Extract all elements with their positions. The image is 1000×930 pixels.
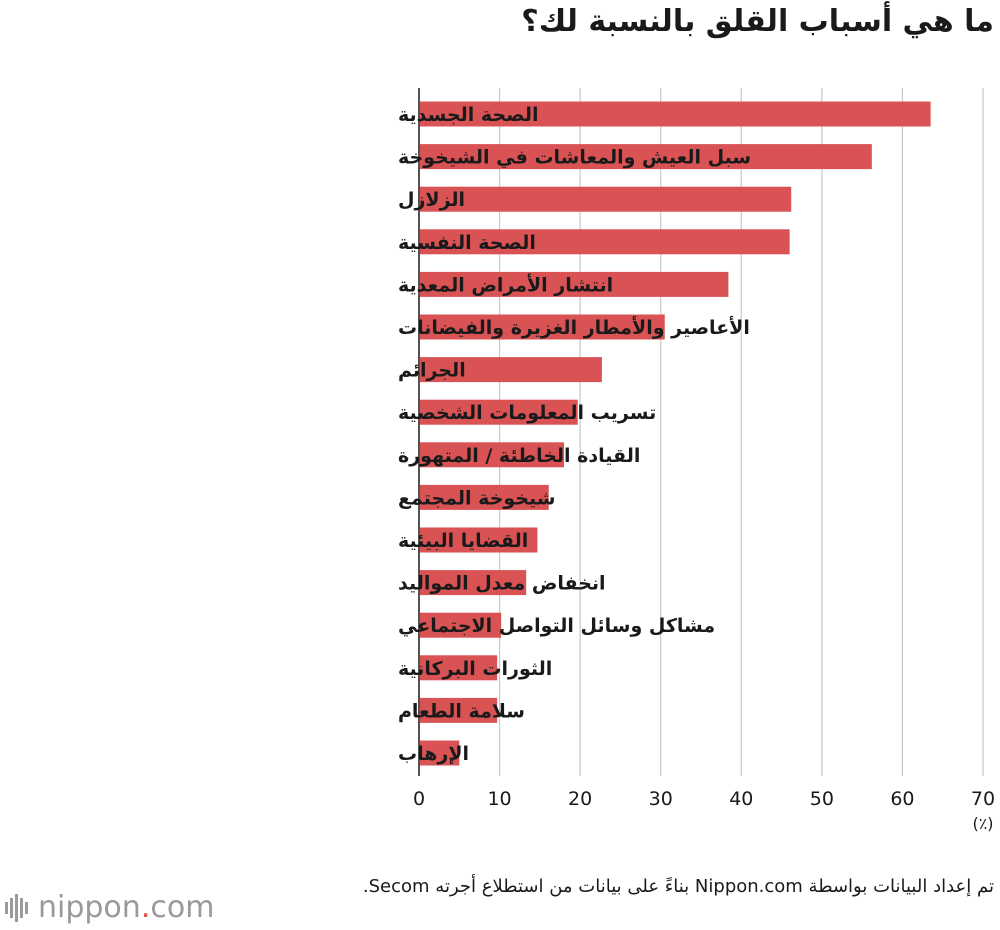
x-tick-label: 70 (971, 788, 995, 810)
bar (420, 144, 872, 170)
x-tick-label: 60 (890, 788, 914, 810)
category-label: انتشار الأمراض المعدية (398, 273, 613, 296)
category-label: سبل العيش والمعاشات في الشيخوخة (398, 147, 751, 169)
logo-mark-icon (5, 893, 28, 922)
bar (420, 271, 729, 297)
category-label: انخفاض معدل المواليد (398, 573, 606, 595)
x-tick-label: 20 (568, 788, 592, 810)
category-label: الصحة الجسدية (398, 104, 539, 126)
bar (420, 442, 565, 468)
x-tick-label: 0 (413, 788, 425, 810)
bar (420, 314, 665, 340)
category-label: الثورات البركانية (398, 658, 552, 680)
category-label: الصحة النفسية (398, 232, 536, 254)
category-label: الزلازل (398, 189, 465, 211)
category-label: شيخوخة المجتمع (398, 487, 555, 509)
logo-name: nippon (38, 890, 141, 925)
category-label: مشاكل وسائل التواصل الاجتماعي (398, 615, 715, 637)
bar (420, 697, 498, 723)
x-tick-label: 30 (649, 788, 673, 810)
bar (420, 740, 460, 766)
bars (420, 101, 931, 766)
category-label: الأعاصير والأمطار الغزيرة والفيضانات (398, 316, 750, 339)
category-label: الجرائم (398, 360, 466, 382)
bar (420, 527, 538, 553)
category-label: القضايا البيئية (398, 530, 528, 552)
bar (420, 357, 602, 383)
category-label: القيادة الخاطئة / المتهورة (398, 445, 640, 467)
bar (420, 229, 790, 255)
category-label: سلامة الطعام (398, 700, 525, 722)
logo-dot: . (140, 890, 151, 925)
bar (420, 186, 792, 212)
logo-suffix: com (150, 890, 215, 925)
source-note: تم إعداد البيانات بواسطة Nippon.com بناء… (362, 876, 994, 897)
nippon-logo: nippon. com (4, 890, 214, 925)
x-tick-label: 50 (810, 788, 834, 810)
x-axis-ticks: 0 10 20 30 40 50 60 70 (413, 788, 995, 810)
bar (420, 101, 931, 127)
x-tick-label: 40 (729, 788, 753, 810)
bar (420, 399, 578, 425)
category-labels: الصحة الجسدية سبل العيش والمعاشات في الشي… (398, 104, 751, 765)
bar (420, 655, 498, 681)
bar-chart: الصحة الجسدية سبل العيش والمعاشات في الشي… (398, 88, 995, 833)
category-label: تسريب المعلومات الشخصية (398, 402, 656, 424)
chart-title: ما هي أسباب القلق بالنسبة لك؟ (521, 4, 994, 39)
x-tick-label: 10 (487, 788, 511, 810)
bar (420, 612, 502, 638)
bar (420, 570, 527, 596)
x-axis-unit: (٪) (972, 814, 993, 833)
bar (420, 484, 549, 510)
category-label: الإرهاب (398, 743, 469, 765)
